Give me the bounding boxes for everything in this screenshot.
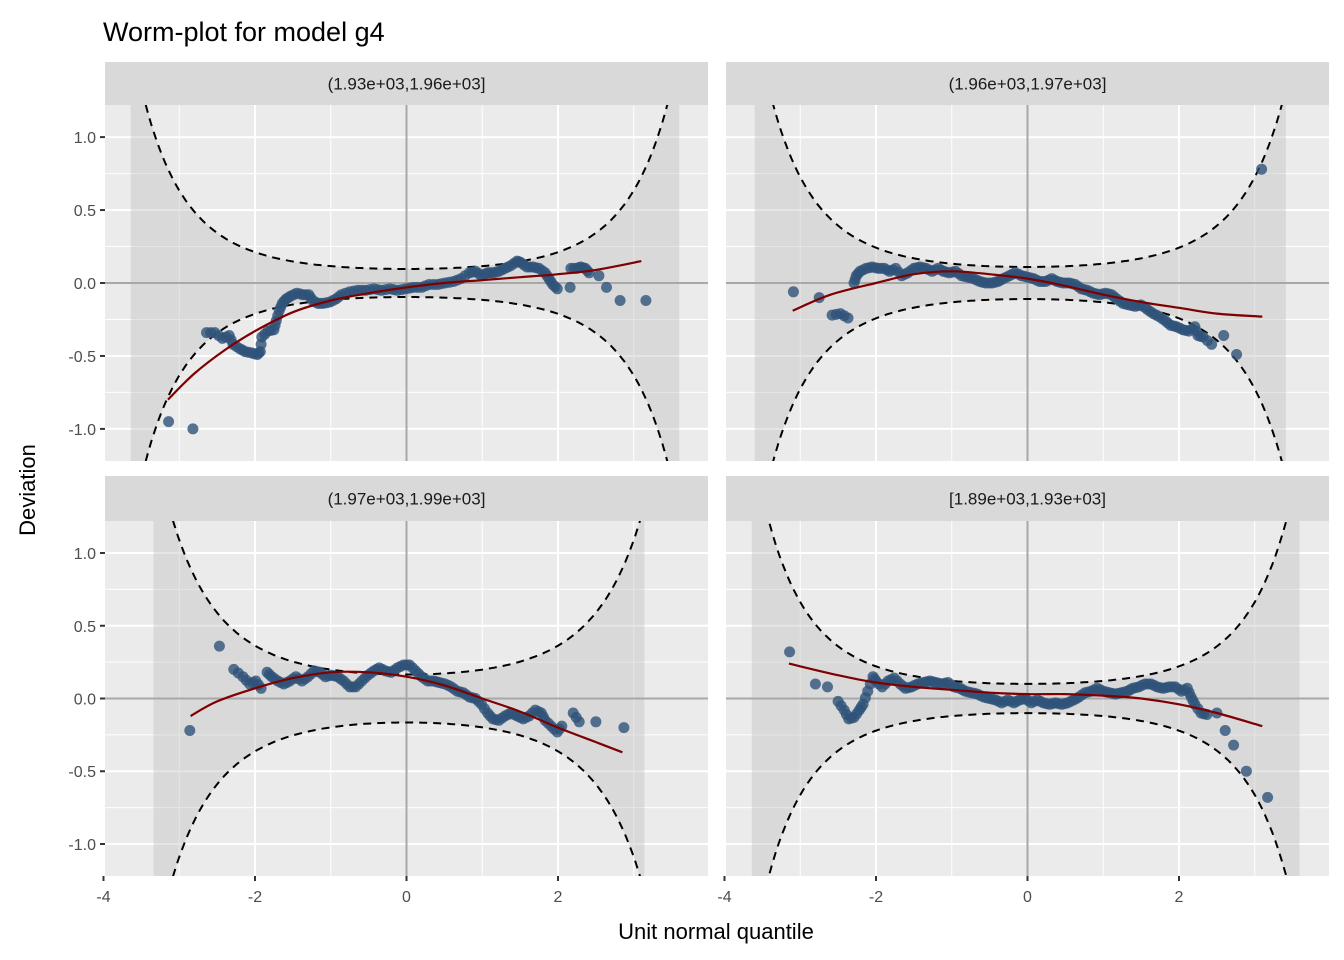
data-point-overplot xyxy=(232,667,244,679)
data-point xyxy=(187,423,199,435)
facet-strip xyxy=(726,62,1329,105)
facet-panels: (1.93e+03,1.96e+03] (1.96e+03,1.97e+03] (1… xyxy=(105,62,1329,876)
data-point-overplot xyxy=(1201,335,1213,347)
x-axis-title: Unit normal quantile xyxy=(618,919,814,944)
panel-plot-area xyxy=(726,105,1329,461)
data-point xyxy=(787,286,799,298)
data-point xyxy=(1228,739,1240,751)
ci-lower-curve xyxy=(172,721,641,876)
facet-strip xyxy=(726,476,1329,521)
ci-lower-curve xyxy=(767,712,1288,876)
data-point xyxy=(809,678,821,690)
x-tick-label: -4 xyxy=(96,889,110,906)
y-tick-label: 1.0 xyxy=(74,546,96,563)
panel-plot-area xyxy=(105,521,708,876)
data-point xyxy=(1231,349,1243,360)
data-point xyxy=(822,681,833,693)
chart-title: Worm-plot for model g4 xyxy=(103,17,385,47)
facet-strip xyxy=(105,62,708,105)
data-point xyxy=(593,270,605,282)
facet-strip-label: (1.96e+03,1.97e+03] xyxy=(949,75,1107,94)
data-point-overplot xyxy=(549,281,561,293)
y-tick-label: 0.5 xyxy=(74,619,96,636)
x-tick-label: -4 xyxy=(717,889,731,906)
y-tick-label: -0.5 xyxy=(68,349,96,366)
x-tick-label: -2 xyxy=(869,889,883,906)
panel-plot-area xyxy=(726,521,1329,876)
data-point xyxy=(1240,765,1252,777)
facet-strip-label: (1.97e+03,1.99e+03] xyxy=(328,490,486,509)
y-tick-label: 0.0 xyxy=(74,276,96,293)
data-point xyxy=(1256,163,1268,175)
data-point xyxy=(564,281,576,293)
y-tick-label: 0.5 xyxy=(74,203,96,220)
data-point-overplot xyxy=(835,700,847,712)
y-tick-label: 0.0 xyxy=(74,692,96,709)
y-tick-label: -1.0 xyxy=(68,837,96,854)
facet-strip xyxy=(105,476,708,521)
data-point xyxy=(618,722,630,734)
data-point-overplot xyxy=(1187,695,1199,707)
data-point xyxy=(590,716,602,728)
data-point-overplot xyxy=(838,310,850,322)
x-tick-label: 0 xyxy=(402,889,411,906)
y-axis-title: Deviation xyxy=(15,444,40,536)
data-point xyxy=(213,640,225,652)
data-point xyxy=(1219,725,1231,736)
data-point xyxy=(184,725,196,736)
y-tick-label: 1.0 xyxy=(74,130,96,147)
data-point-overplot xyxy=(253,347,265,359)
data-point xyxy=(640,295,652,306)
fitted-curve xyxy=(788,662,1263,728)
facet-strip-label: (1.93e+03,1.96e+03] xyxy=(328,75,486,94)
data-point-overplot xyxy=(859,692,871,704)
facet-panel-2: (1.96e+03,1.97e+03] xyxy=(726,62,1329,461)
ci-upper-curve xyxy=(767,521,1288,685)
x-tick-label: 2 xyxy=(1175,889,1184,906)
panel-plot-area xyxy=(105,105,708,461)
x-tick-label: 0 xyxy=(1023,889,1032,906)
fitted-curve xyxy=(190,670,623,754)
facet-panel-3: (1.97e+03,1.99e+03] xyxy=(105,476,708,876)
x-tick-label: 2 xyxy=(554,889,563,906)
data-point xyxy=(601,281,612,293)
fitted-curve xyxy=(167,260,642,401)
ci-upper-curve xyxy=(144,105,669,270)
ci-lower-curve xyxy=(144,296,669,461)
y-axes: -1.0 -0.5 0.0 0.5 1.0 -1.0 -0.5 0.0 0.5 1.0 xyxy=(68,130,105,854)
data-point xyxy=(1262,791,1274,803)
fitted-curve xyxy=(792,270,1263,318)
x-axes: -4 -2 0 2 -4 -2 0 2 xyxy=(96,876,1184,906)
data-point xyxy=(784,646,796,658)
y-tick-label: -0.5 xyxy=(68,764,96,781)
data-point-overplot xyxy=(348,285,360,297)
x-tick-label: -2 xyxy=(248,889,262,906)
facet-panel-4: [1.89e+03,1.93e+03] xyxy=(726,476,1329,876)
data-point xyxy=(163,416,175,428)
data-point xyxy=(614,295,626,306)
data-point-overplot xyxy=(570,711,582,723)
data-point-overplot xyxy=(855,701,867,713)
y-tick-label: -1.0 xyxy=(68,422,96,439)
facet-strip-label: [1.89e+03,1.93e+03] xyxy=(949,490,1106,509)
data-point-overplot xyxy=(255,338,267,350)
data-point xyxy=(1218,330,1230,341)
facet-panel-1: (1.93e+03,1.96e+03] xyxy=(105,62,708,461)
